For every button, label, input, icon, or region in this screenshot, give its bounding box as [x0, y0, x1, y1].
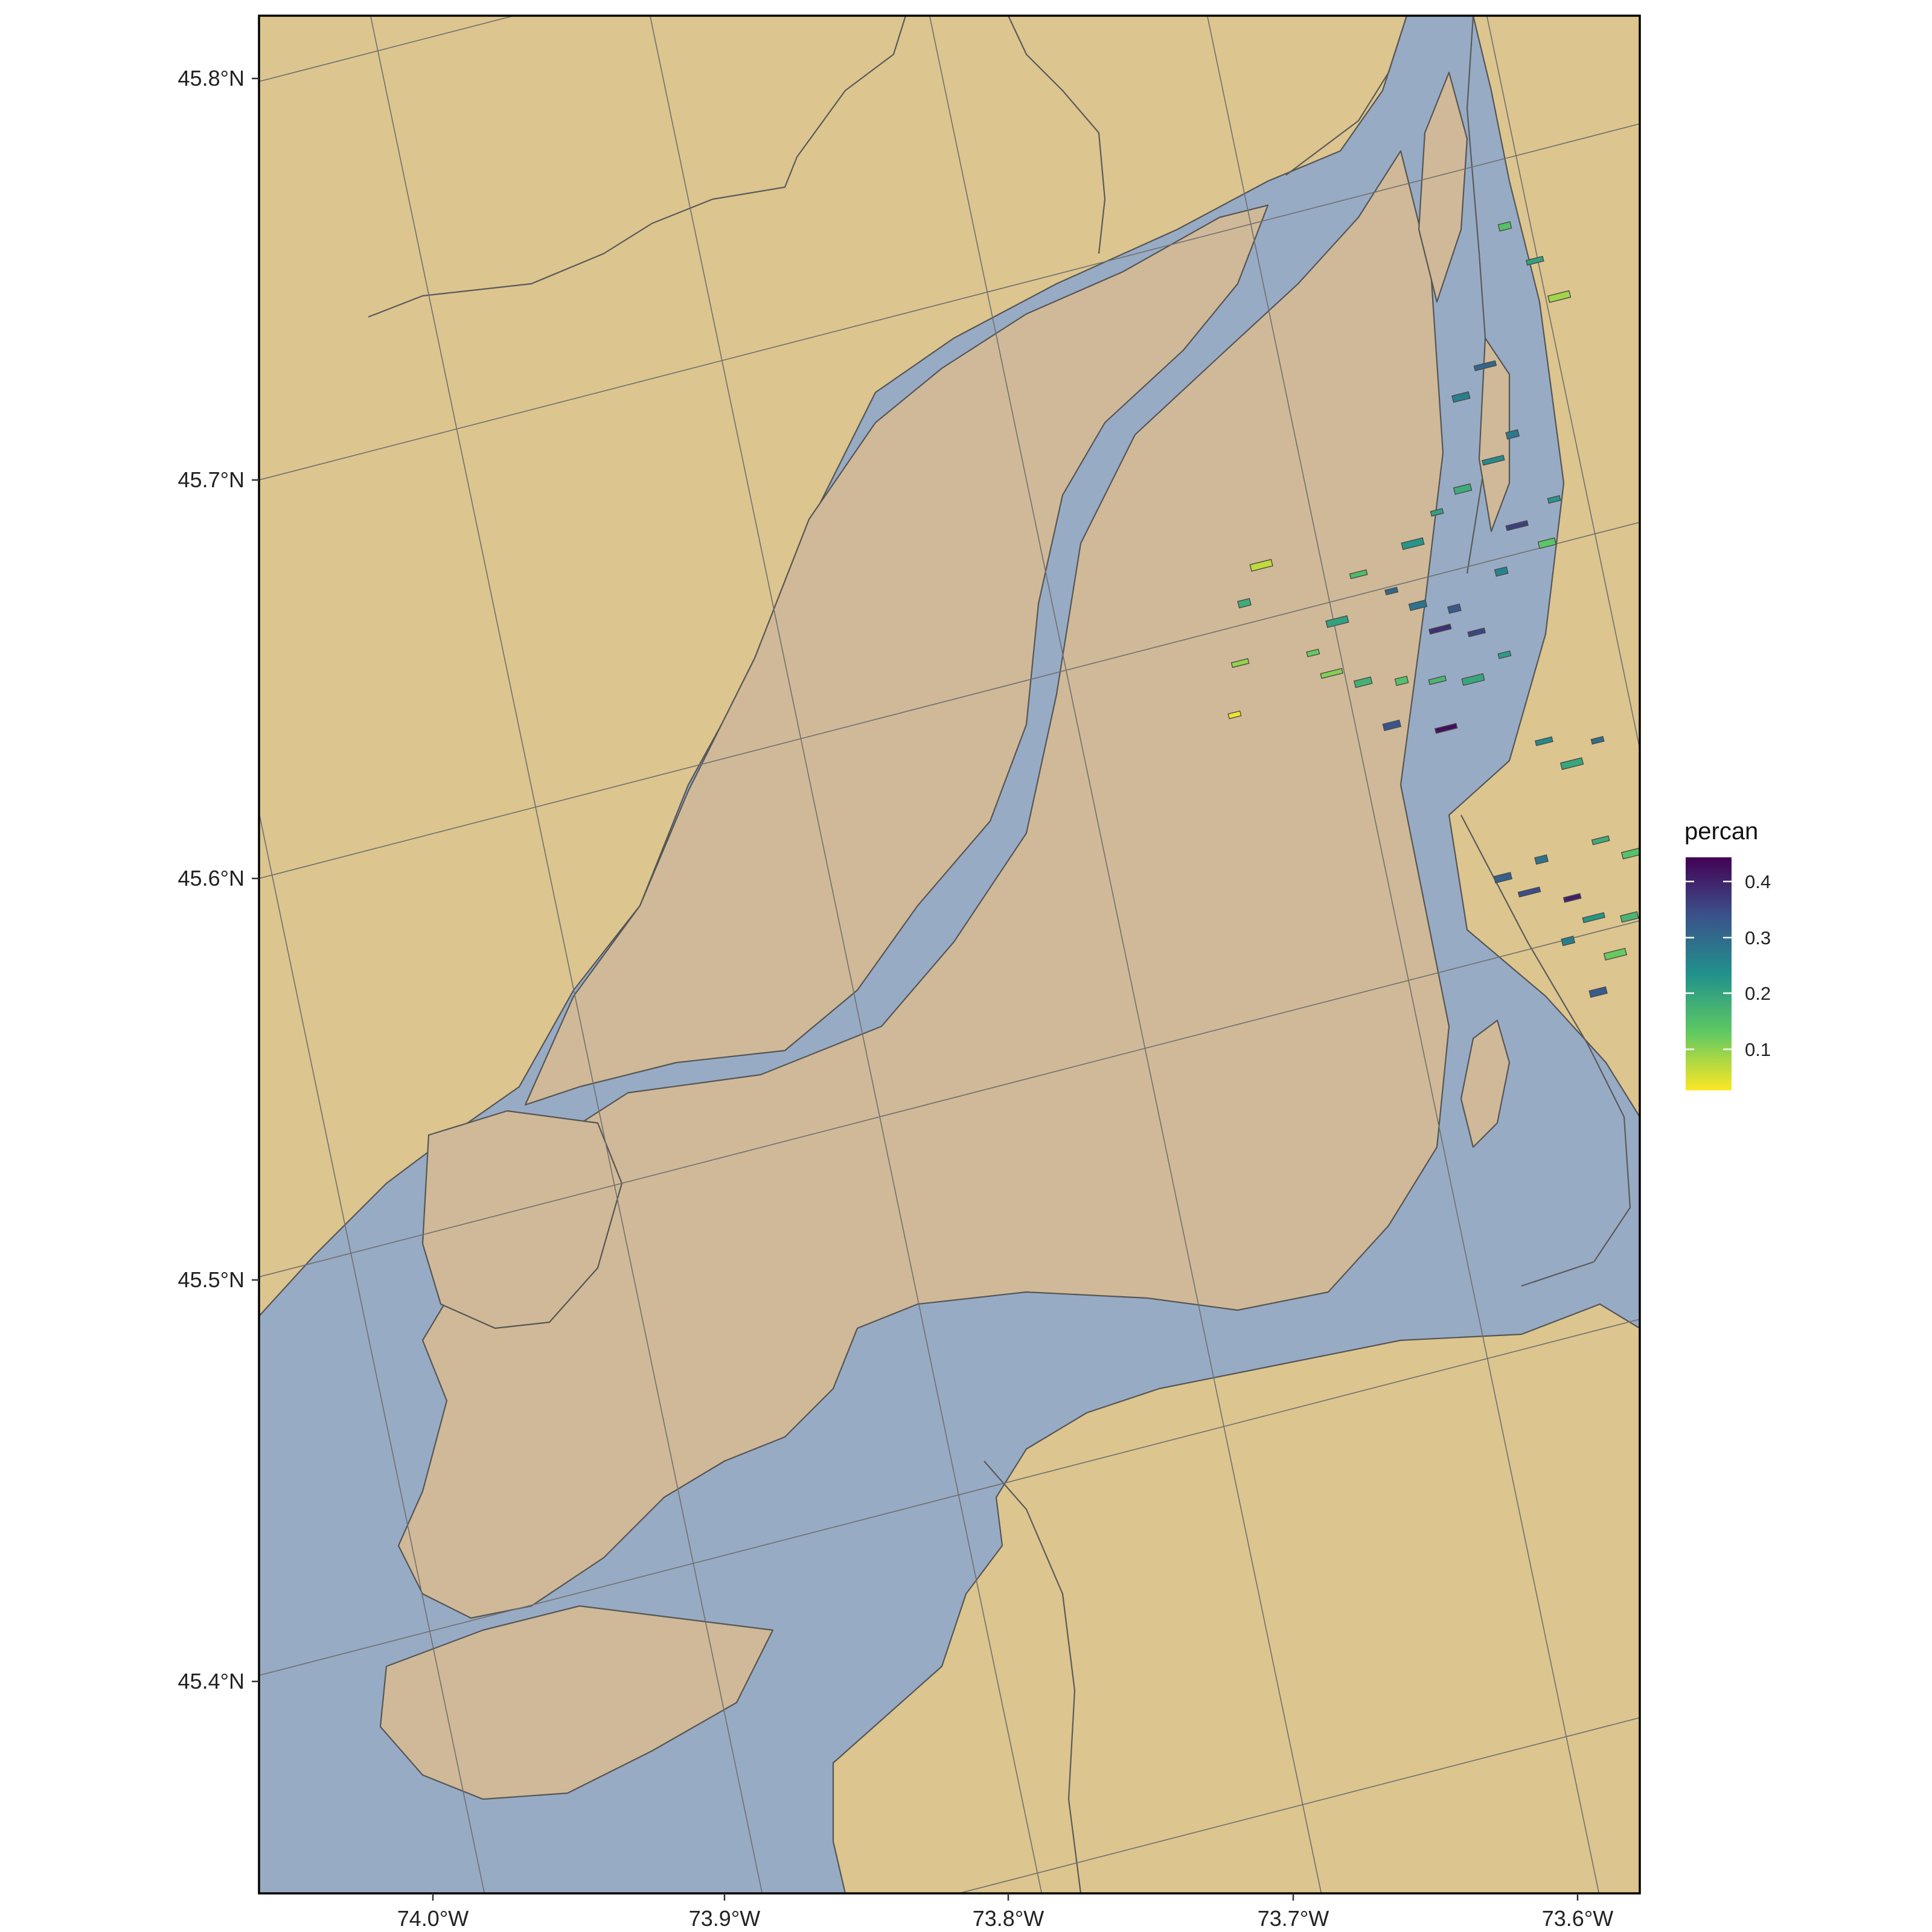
- percan-area: [1497, 650, 1512, 659]
- percan-area: [1349, 569, 1368, 580]
- river-island-1: [1418, 71, 1468, 303]
- percan-area: [1505, 429, 1520, 440]
- percan-area: [1537, 537, 1557, 549]
- island-perrot: [379, 1605, 774, 1800]
- graticule: [259, 16, 1640, 1893]
- percan-area: [1493, 872, 1513, 884]
- y-tick-label: 45.6°N: [178, 866, 245, 891]
- percan-area: [1591, 835, 1610, 845]
- inland-river-1: [368, 16, 907, 318]
- inland-river-2: [1008, 16, 1106, 254]
- percan-area: [1482, 455, 1505, 466]
- x-tick-label: 73.6°W: [1542, 1906, 1613, 1931]
- north-channel-a: [1285, 16, 1408, 176]
- y-tick-label: 45.8°N: [178, 66, 245, 91]
- island-bizard: [421, 1110, 623, 1329]
- legend-title: percan: [1684, 818, 1758, 845]
- percan-area: [1561, 935, 1576, 947]
- percan-area: [1249, 558, 1273, 572]
- island-laval: [524, 204, 1269, 1106]
- percan-area: [1394, 676, 1409, 686]
- percan-area: [1461, 673, 1485, 686]
- percan-areas-layer: [1227, 221, 1659, 998]
- percan-area: [1494, 566, 1509, 577]
- percan-area: [1320, 668, 1343, 679]
- percan-area: [1453, 483, 1473, 495]
- seaway-line: [1460, 814, 1631, 1287]
- percan-area: [1384, 586, 1399, 596]
- percan-area: [1306, 648, 1320, 657]
- percan-area: [1547, 495, 1561, 504]
- river-island-2: [1478, 337, 1511, 533]
- y-tick-label: 45.7°N: [178, 467, 245, 492]
- percan-area: [1428, 675, 1447, 685]
- percan-area: [1354, 676, 1373, 688]
- percan-area: [1603, 947, 1628, 961]
- percan-area: [1620, 846, 1640, 860]
- percan-area: [1588, 986, 1608, 998]
- percan-area: [1646, 958, 1659, 965]
- percan-area: [1401, 537, 1425, 551]
- percan-area: [1505, 520, 1529, 531]
- percan-area: [1325, 615, 1349, 629]
- percan-area: [1646, 878, 1659, 886]
- panel-frame: [258, 14, 1641, 1895]
- legend-colorbar: [1686, 857, 1732, 1090]
- percan-area: [1237, 598, 1252, 609]
- percan-area: [1559, 757, 1584, 770]
- percan-area: [1473, 360, 1497, 371]
- y-tick-label: 45.5°N: [178, 1267, 245, 1292]
- percan-area: [1525, 255, 1544, 266]
- percan-area: [1434, 723, 1458, 734]
- percan-area: [1547, 290, 1572, 303]
- percan-area: [1582, 912, 1605, 923]
- x-tick-label: 73.7°W: [1258, 1906, 1329, 1931]
- legend: percan 0.4 0.3 0.2 0.1: [1684, 818, 1771, 1090]
- percan-area: [1408, 600, 1428, 612]
- x-tick-label: 73.8°W: [973, 1906, 1044, 1931]
- legend-label: 0.4: [1745, 871, 1771, 892]
- percan-area: [1467, 627, 1486, 638]
- map-panel: [259, 16, 1659, 1893]
- percan-area: [1430, 508, 1444, 517]
- legend-label: 0.3: [1745, 927, 1771, 948]
- inland-river-3: [984, 1460, 1082, 1893]
- x-axis: 74.0°W 73.9°W 73.8°W 73.7°W 73.6°W: [397, 1893, 1613, 1931]
- legend-label: 0.1: [1745, 1039, 1771, 1060]
- y-axis: 45.8°N 45.7°N 45.6°N 45.5°N 45.4°N: [178, 66, 259, 1694]
- percan-area: [1451, 391, 1471, 403]
- percan-area: [1517, 886, 1541, 898]
- percan-area: [1497, 221, 1512, 232]
- percan-area: [1590, 736, 1605, 745]
- percan-area: [1428, 623, 1452, 635]
- percan-area: [1534, 736, 1553, 746]
- percan-area: [1382, 719, 1402, 731]
- x-tick-label: 73.9°W: [689, 1906, 760, 1931]
- percan-area: [1447, 603, 1462, 614]
- percan-area: [1534, 854, 1549, 865]
- percan-area: [1620, 911, 1639, 923]
- y-tick-label: 45.4°N: [178, 1669, 245, 1694]
- percan-area: [1230, 658, 1250, 668]
- percan-area: [1227, 710, 1242, 720]
- river-island-sainte-helene: [1460, 1019, 1511, 1148]
- legend-label: 0.2: [1745, 983, 1771, 1004]
- island-montreal: [397, 150, 1450, 1619]
- percan-area: [1563, 893, 1582, 903]
- x-tick-label: 74.0°W: [397, 1906, 469, 1931]
